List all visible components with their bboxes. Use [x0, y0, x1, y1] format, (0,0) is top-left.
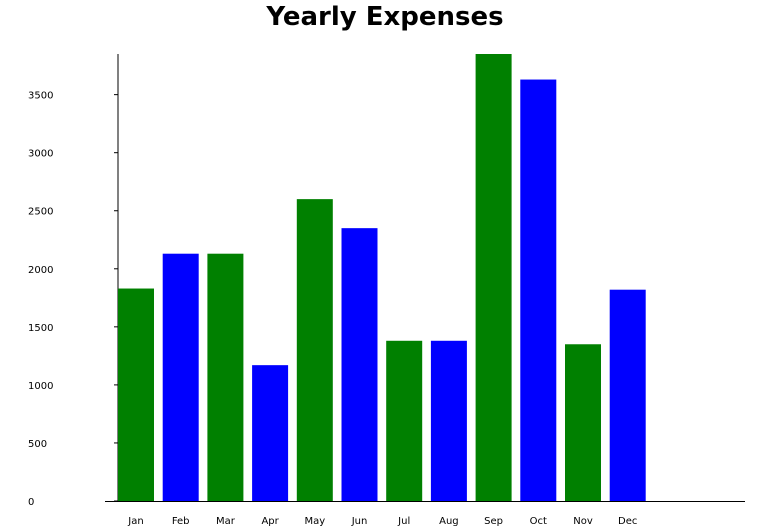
y-tick-labels: 0 500 1000 1500 2000 2500 3000 3500: [28, 91, 53, 508]
x-tick-label: Feb: [172, 516, 190, 527]
bar-nov: [565, 344, 601, 501]
y-axis: [114, 54, 119, 502]
bar-oct: [520, 79, 557, 502]
x-tick-label: Sep: [484, 516, 503, 527]
bars: [118, 54, 646, 502]
x-tick-label: Mar: [216, 516, 236, 527]
bar-jun: [341, 228, 378, 502]
y-tick-label: 2500: [28, 207, 53, 218]
x-tick-label: Apr: [261, 516, 279, 527]
x-tick-label: Jun: [351, 516, 368, 527]
x-tick-label: Oct: [530, 516, 547, 527]
y-tick-label: 500: [28, 439, 47, 450]
y-tick-label: 3000: [28, 149, 53, 160]
chart-title: Yearly Expenses: [266, 2, 504, 32]
bar-mar: [207, 253, 244, 501]
y-tick-label: 1000: [28, 381, 53, 392]
x-tick-label: May: [304, 516, 325, 527]
bar-jan: [118, 288, 154, 501]
bar-sep: [475, 54, 512, 501]
x-tick-label: Jan: [127, 516, 143, 527]
bar-may: [296, 199, 333, 501]
bar-jul: [386, 340, 423, 501]
y-tick-label: 0: [28, 497, 34, 508]
x-tick-labels: Jan Feb Mar Apr May Jun Jul Aug Sep Oct Nov Dec: [127, 516, 637, 527]
y-tick-label: 3500: [28, 91, 53, 102]
bar-dec: [609, 289, 646, 501]
y-tick-label: 2000: [28, 265, 53, 276]
x-tick-label: Dec: [618, 516, 637, 527]
x-tick-label: Aug: [439, 516, 459, 527]
bar-feb: [162, 253, 199, 501]
x-tick-label: Jul: [397, 516, 410, 527]
bar-aug: [430, 340, 467, 501]
bar-apr: [252, 365, 289, 501]
x-tick-label: Nov: [573, 516, 593, 527]
y-tick-label: 1500: [28, 323, 53, 334]
